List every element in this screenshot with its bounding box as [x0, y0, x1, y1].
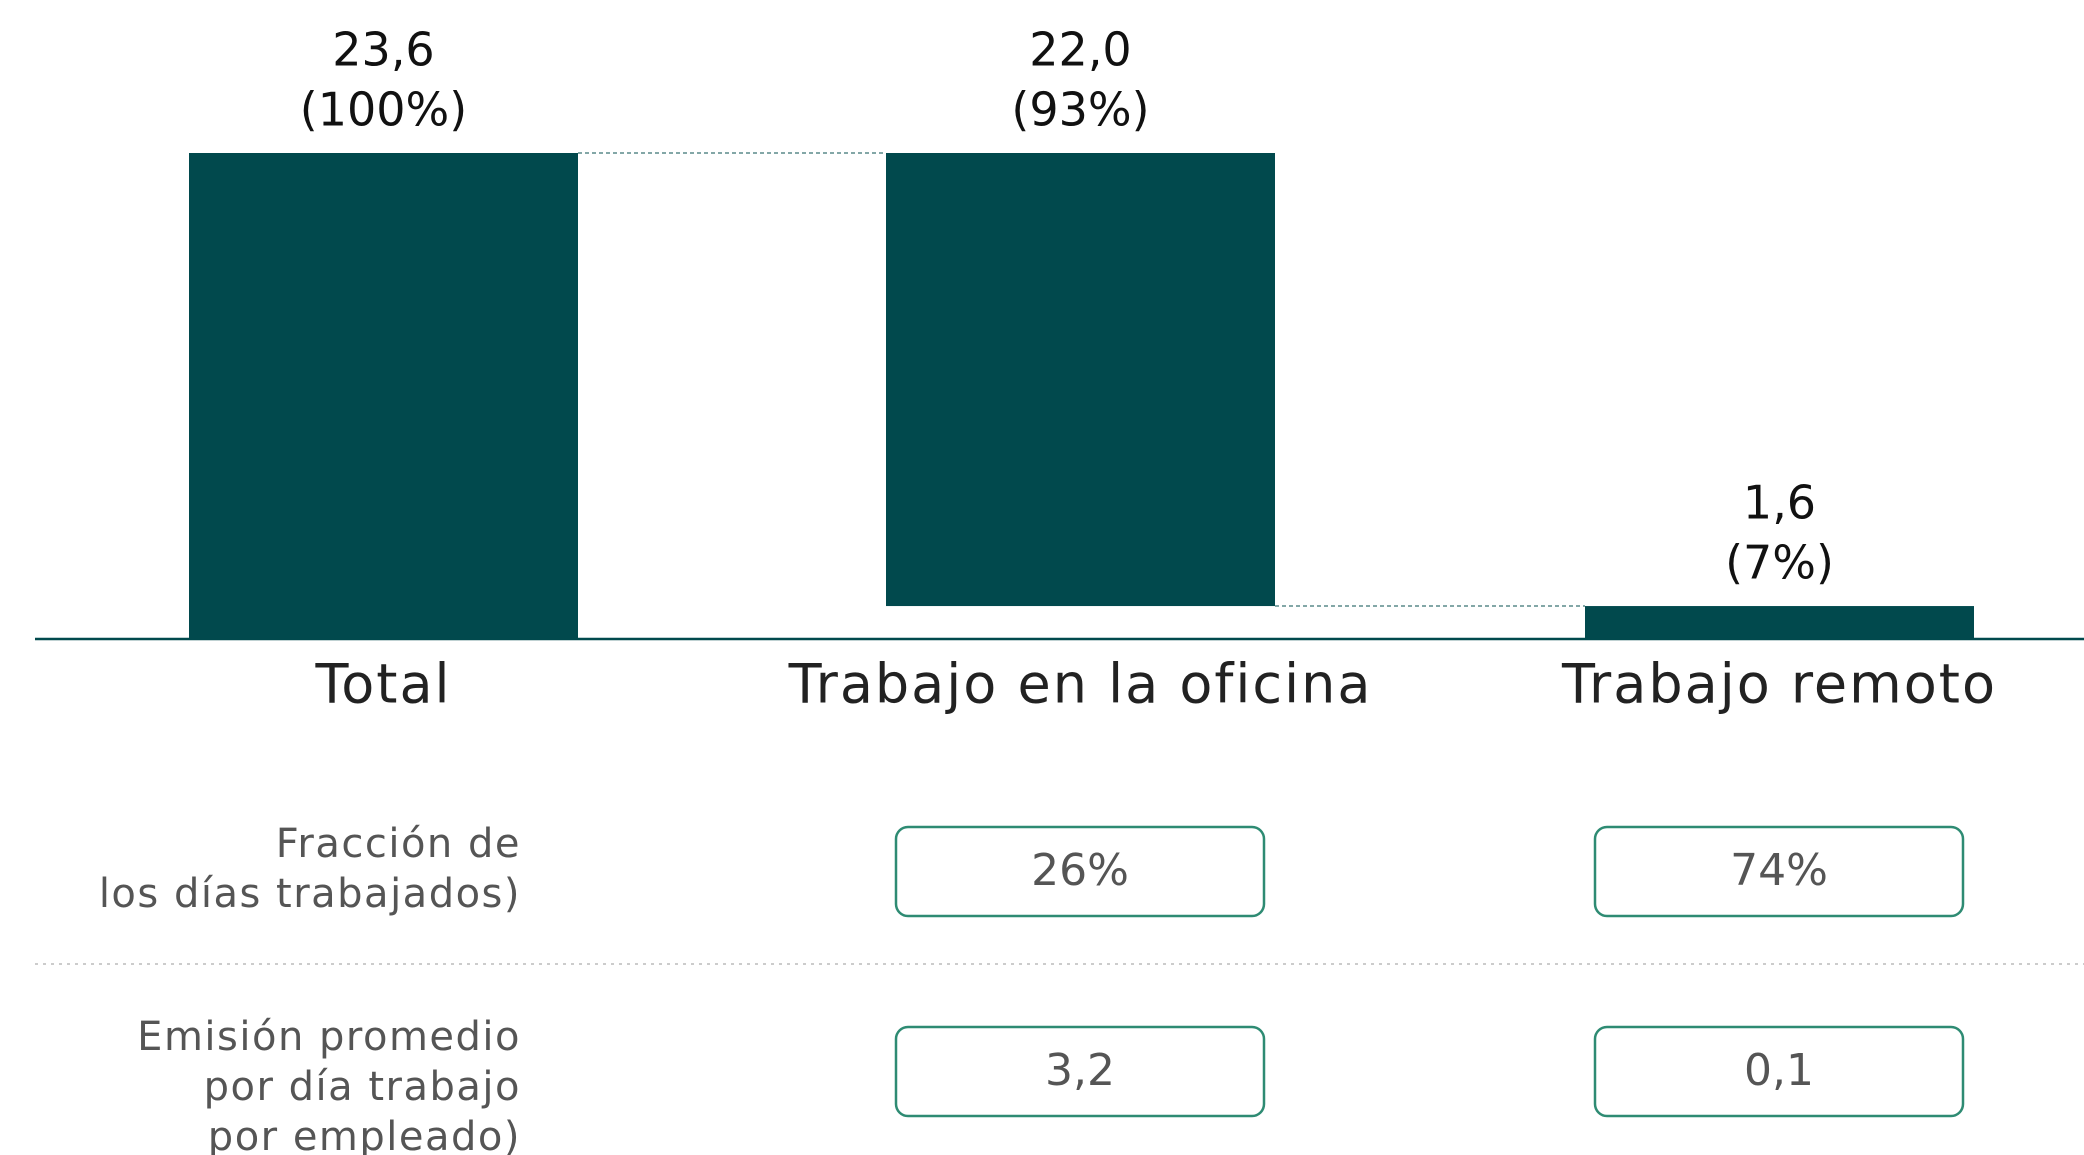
row-label: por día trabajo: [204, 1064, 521, 1110]
category-label: Trabajo remoto: [1561, 653, 1997, 716]
row-label: por empleado): [208, 1114, 521, 1155]
cell-value: 0,1: [1744, 1045, 1814, 1096]
cell-value: 26%: [1031, 845, 1129, 896]
bar: [886, 153, 1275, 607]
row-label: Fracción de: [276, 821, 521, 867]
row-label: Emisión promedio: [137, 1014, 521, 1060]
category-label: Total: [314, 653, 451, 716]
value-box: [1593, 1025, 1965, 1118]
value-box: [894, 1025, 1266, 1118]
value-label: 23,6: [332, 23, 434, 77]
value-label: 1,6: [1743, 476, 1816, 530]
bar: [189, 153, 578, 639]
share-label: (7%): [1725, 536, 1834, 590]
bar: [1585, 606, 1974, 639]
share-label: (93%): [1011, 83, 1149, 137]
value-box: [1593, 825, 1965, 918]
value-label: 22,0: [1029, 23, 1131, 77]
category-label: Trabajo en la oficina: [788, 653, 1373, 716]
cell-value: 3,2: [1045, 1045, 1115, 1096]
value-box: [894, 825, 1266, 918]
row-label: los días trabajados): [99, 871, 521, 917]
cell-value: 74%: [1730, 845, 1828, 896]
share-label: (100%): [300, 83, 467, 137]
